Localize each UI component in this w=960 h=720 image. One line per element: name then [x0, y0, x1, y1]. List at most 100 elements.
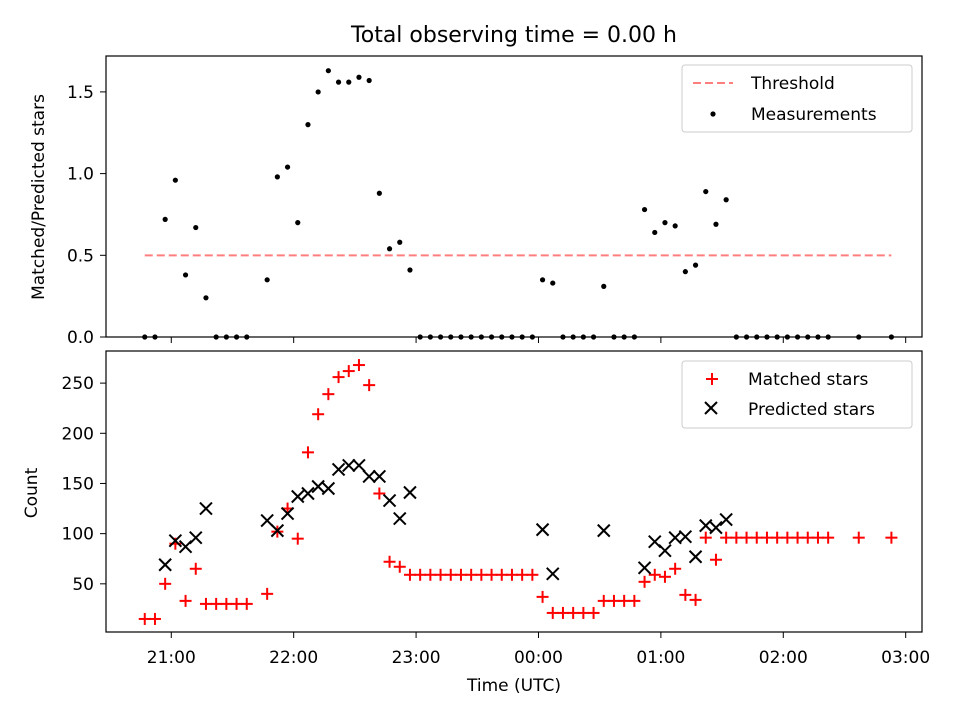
matched-point — [220, 597, 233, 610]
matched-point — [424, 568, 437, 581]
top-ytick-label: 1.0 — [67, 165, 94, 185]
matched-point — [342, 365, 355, 378]
matched-point — [485, 568, 498, 581]
matched-point — [607, 594, 620, 607]
bottom-x-ticks: 21:00 22:00 23:00 00:00 01:00 02:00 03:00 — [147, 632, 930, 668]
matched-point — [465, 568, 478, 581]
matched-point — [699, 531, 712, 544]
predicted-point — [403, 485, 417, 500]
predicted-point — [168, 533, 183, 548]
bottom-legend: Matched stars Predicted stars — [681, 360, 913, 429]
measurements-legend-swatch — [710, 111, 716, 117]
xtick-label: 22:00 — [269, 648, 318, 668]
matched-point — [730, 531, 743, 544]
predicted-point — [709, 520, 723, 535]
measurement-point — [162, 216, 168, 222]
top-ytick-label: 1.5 — [67, 83, 94, 103]
predicted-point — [331, 462, 346, 477]
matched-point — [740, 531, 753, 544]
matched-point — [261, 587, 274, 600]
measurement-point — [182, 272, 189, 278]
measurement-point — [703, 188, 709, 195]
top-x-ticks — [170, 337, 907, 343]
matched-point — [444, 568, 457, 581]
bottom-plot-marks — [138, 359, 898, 625]
measurement-point — [723, 197, 729, 203]
measurement-point — [264, 277, 270, 283]
matched-point — [648, 568, 661, 581]
matched-point — [383, 555, 396, 568]
matched-point — [403, 568, 416, 581]
predicted-point — [688, 550, 703, 564]
measurement-point — [325, 68, 331, 74]
predicted-point — [372, 469, 387, 484]
predicted-point — [637, 561, 652, 575]
matched-point — [567, 606, 580, 619]
matched-point — [852, 531, 865, 544]
matched-point — [750, 531, 763, 544]
measurement-point — [274, 174, 280, 180]
matched-point — [373, 487, 386, 500]
xtick-label: 03:00 — [881, 648, 930, 668]
measurement-point — [335, 79, 342, 85]
predicted-point — [535, 522, 550, 537]
top-y-ticks: 0.0 0.5 1.0 1.5 — [67, 83, 106, 348]
measurement-point — [550, 280, 556, 286]
matched-point — [587, 606, 600, 619]
xtick-label: 21:00 — [147, 648, 196, 668]
predicted-legend-swatch — [704, 401, 718, 415]
predicted-point — [362, 469, 376, 484]
threshold-legend-label: Threshold — [750, 74, 835, 94]
predicted-point — [699, 518, 713, 533]
matched-point — [546, 606, 559, 619]
measurement-point — [172, 177, 178, 183]
top-legend: Threshold Measurements — [681, 64, 913, 133]
predicted-point — [597, 523, 611, 538]
matched-point — [811, 531, 824, 544]
bottom-ytick-label: 250 — [62, 374, 94, 394]
bottom-y-axis-label: Count — [22, 467, 42, 518]
predicted-point — [301, 486, 315, 501]
matched-point — [516, 568, 529, 581]
top-ytick-label: 0.5 — [67, 246, 94, 266]
predicted-point — [270, 523, 285, 538]
predicted-point — [199, 501, 213, 516]
matched-point — [352, 359, 365, 372]
matched-point — [791, 531, 804, 544]
xtick-label: 02:00 — [759, 648, 808, 668]
matched-point — [148, 612, 161, 625]
matched-point — [526, 568, 539, 581]
top-panel: 0.0 0.5 1.0 1.5 Matched/Predicted stars … — [29, 55, 923, 348]
measurement-point — [672, 223, 678, 229]
matched-point — [822, 531, 835, 544]
xtick-label: 01:00 — [636, 648, 685, 668]
measurement-point — [193, 224, 199, 231]
matched-point — [240, 597, 253, 610]
matched-point — [179, 594, 192, 607]
matched-point — [556, 606, 569, 619]
bottom-ytick-label: 200 — [62, 424, 94, 444]
measurement-point — [652, 229, 658, 236]
predicted-point — [321, 481, 336, 496]
bottom-panel-frame — [105, 350, 923, 633]
matched-point — [138, 612, 151, 625]
measurement-point — [386, 246, 393, 252]
predicted-point — [658, 544, 672, 558]
matched-point — [189, 562, 202, 575]
measurement-point — [203, 295, 209, 301]
measurement-point — [662, 220, 668, 226]
matched-point — [475, 568, 488, 581]
predicted-point — [189, 530, 203, 545]
predicted-point — [260, 513, 274, 528]
matched-point — [709, 553, 722, 566]
matched-point — [363, 379, 376, 392]
matched-point — [720, 531, 733, 544]
measurements-legend-label: Measurements — [751, 105, 877, 125]
matched-point — [312, 408, 325, 421]
matched-point — [801, 531, 814, 544]
measurement-point — [356, 74, 362, 80]
matched-point — [536, 590, 549, 603]
top-y-axis-label: Matched/Predicted stars — [29, 94, 49, 300]
predicted-point — [158, 558, 172, 572]
matched-point — [301, 446, 314, 459]
